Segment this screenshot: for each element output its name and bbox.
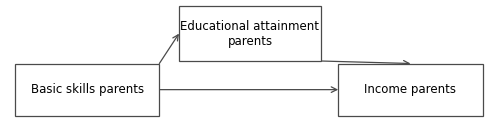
FancyBboxPatch shape <box>338 64 483 116</box>
FancyBboxPatch shape <box>15 64 160 116</box>
Text: Basic skills parents: Basic skills parents <box>30 83 144 96</box>
Text: Educational attainment
parents: Educational attainment parents <box>180 20 320 48</box>
Text: Income parents: Income parents <box>364 83 456 96</box>
FancyBboxPatch shape <box>179 6 321 61</box>
